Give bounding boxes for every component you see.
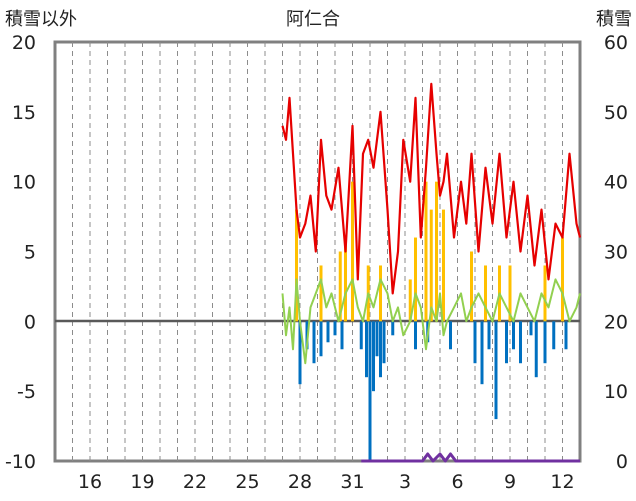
precipitation-bar (351, 181, 354, 322)
left-tick-label: 15 (12, 102, 36, 124)
negative-bar (564, 321, 568, 350)
negative-bar (480, 321, 484, 385)
x-tick-label: 28 (288, 471, 312, 493)
temperature-line (281, 82, 582, 295)
left-tick-label: 20 (12, 32, 36, 54)
negative-bar (494, 321, 498, 420)
right-tick-label: 0 (616, 451, 628, 473)
x-tick-label: 25 (235, 471, 259, 493)
negative-bar (382, 321, 386, 364)
right-tick-label: 40 (604, 172, 628, 194)
negative-bar (449, 321, 452, 350)
precipitation-bar (429, 209, 433, 322)
right-tick-label: 30 (604, 242, 628, 264)
right-tick-label: 20 (604, 311, 628, 333)
negative-bar (414, 321, 417, 350)
precipitation-bar (379, 265, 382, 322)
left-tick-label: -5 (17, 381, 36, 403)
negative-bar (333, 321, 337, 336)
precipitation-bar (435, 181, 438, 322)
negative-bar (365, 321, 368, 378)
precipitation-bar (344, 237, 347, 322)
precipitation-bar (414, 237, 417, 322)
precipitation-bar (484, 265, 487, 322)
x-tick-label: 16 (78, 471, 102, 493)
negative-bar (319, 321, 323, 357)
precipitation-bar (508, 265, 512, 322)
negative-bar (312, 321, 316, 364)
chart-title: 阿仁合 (286, 9, 340, 30)
negative-bars (298, 321, 568, 461)
negative-bar (534, 321, 538, 378)
negative-bar (552, 321, 556, 350)
left-axis-title: 積雪以外 (5, 9, 77, 30)
precipitation-bar (561, 237, 564, 322)
precipitation-bar (319, 265, 323, 322)
negative-bar (512, 321, 515, 350)
left-tick-label: -10 (5, 451, 36, 473)
left-tick-label: 0 (24, 311, 36, 333)
right-tick-label: 10 (604, 381, 628, 403)
precipitation-bar (442, 209, 445, 322)
right-tick-label: 60 (604, 32, 628, 54)
negative-bar (391, 321, 395, 336)
precipitation-bar (295, 209, 298, 322)
negative-bar (298, 321, 302, 385)
negative-bar (519, 321, 522, 364)
right-tick-labels: 60 50 40 30 20 10 0 (604, 32, 628, 473)
x-tick-label: 9 (504, 471, 516, 493)
x-tick-label: 31 (340, 471, 364, 493)
x-tick-label: 6 (451, 471, 463, 493)
precipitation-bar (543, 265, 547, 322)
right-tick-label: 50 (604, 102, 628, 124)
precipitation-bar (338, 251, 342, 322)
negative-bar (359, 321, 363, 350)
daily-temp-line (281, 278, 581, 365)
x-tick-label: 3 (399, 471, 411, 493)
precipitation-bar (408, 279, 412, 322)
negative-bar (473, 321, 477, 364)
negative-bar (543, 321, 547, 364)
negative-bar (505, 321, 508, 364)
precipitation-bar (424, 181, 428, 322)
snow-depth-line (361, 452, 580, 463)
negative-bar (487, 321, 491, 350)
x-tick-label: 22 (183, 471, 207, 493)
left-tick-label: 5 (24, 242, 36, 264)
negative-bar (340, 321, 344, 350)
negative-bar (368, 321, 372, 461)
negative-bar (326, 321, 330, 343)
x-tick-label: 12 (550, 471, 574, 493)
negative-bar (372, 321, 375, 392)
x-tick-label: 19 (130, 471, 154, 493)
right-axis-title: 積雪 (596, 9, 632, 30)
precipitation-bar (470, 251, 473, 322)
negative-bar (375, 321, 379, 357)
negative-bar (379, 321, 382, 378)
negative-bar (529, 321, 533, 336)
left-tick-label: 10 (12, 172, 36, 194)
series-lines (281, 82, 582, 463)
left-tick-labels: 20 15 10 5 0 -5 -10 (5, 32, 36, 473)
x-tick-labels: 16 19 22 25 28 31 3 6 9 12 (78, 471, 575, 493)
